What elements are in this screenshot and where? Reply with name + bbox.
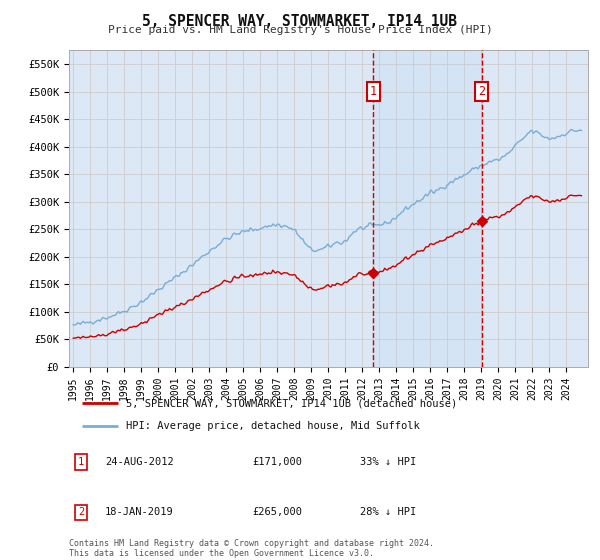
Text: 2: 2 <box>478 85 485 98</box>
Text: £171,000: £171,000 <box>252 457 302 467</box>
Text: £265,000: £265,000 <box>252 507 302 517</box>
Text: 28% ↓ HPI: 28% ↓ HPI <box>360 507 416 517</box>
Text: HPI: Average price, detached house, Mid Suffolk: HPI: Average price, detached house, Mid … <box>126 422 420 432</box>
Bar <box>373 50 482 367</box>
Text: 18-JAN-2019: 18-JAN-2019 <box>105 507 174 517</box>
Text: 24-AUG-2012: 24-AUG-2012 <box>105 457 174 467</box>
Text: Price paid vs. HM Land Registry's House Price Index (HPI): Price paid vs. HM Land Registry's House … <box>107 25 493 35</box>
Text: Contains HM Land Registry data © Crown copyright and database right 2024.
This d: Contains HM Land Registry data © Crown c… <box>69 539 434 558</box>
Text: 5, SPENCER WAY, STOWMARKET, IP14 1UB: 5, SPENCER WAY, STOWMARKET, IP14 1UB <box>143 14 458 29</box>
Text: 33% ↓ HPI: 33% ↓ HPI <box>360 457 416 467</box>
Text: 2: 2 <box>78 507 84 517</box>
Text: 1: 1 <box>370 85 377 98</box>
Text: 1: 1 <box>78 457 84 467</box>
Text: 5, SPENCER WAY, STOWMARKET, IP14 1UB (detached house): 5, SPENCER WAY, STOWMARKET, IP14 1UB (de… <box>126 398 457 408</box>
